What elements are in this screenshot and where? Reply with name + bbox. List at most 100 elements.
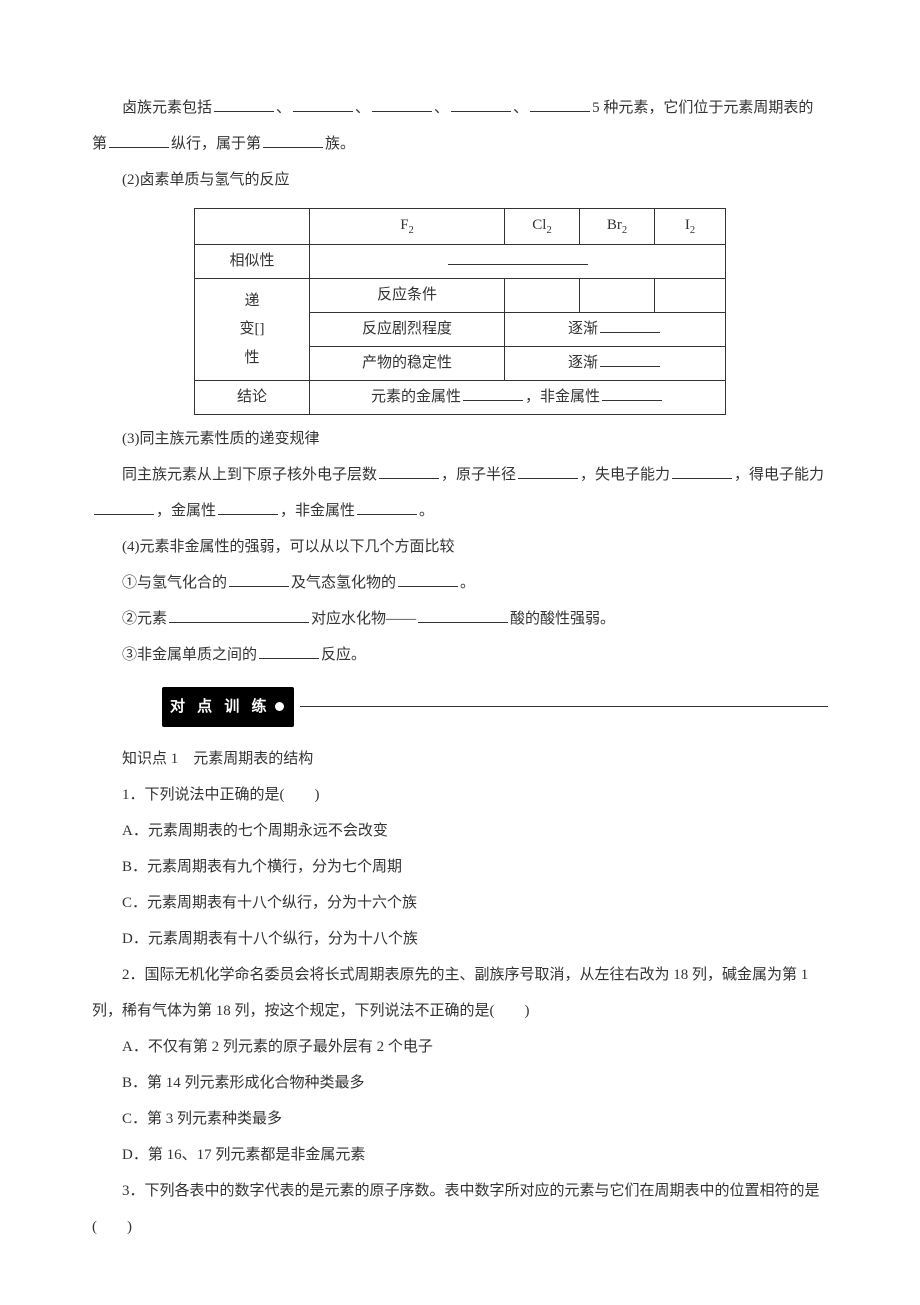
section-heading-row: 对 点 训 练: [162, 687, 828, 727]
text: 。: [419, 503, 434, 519]
text: 及气态氢化物的: [291, 575, 396, 591]
text: ，金属性: [156, 503, 216, 519]
paragraph-2-title: (2)卤素单质与氢气的反应: [92, 162, 828, 198]
paragraph-4-item2: ②元素 对应水化物—— 酸的酸性强弱。: [92, 601, 828, 637]
text: ，失电子能力: [580, 467, 670, 483]
text: C．元素周期表有十八个纵行，分为十六个族: [122, 895, 417, 911]
text: 。: [460, 575, 475, 591]
col-header: Br: [607, 217, 622, 233]
text: (3)同主族元素性质的递变规律: [122, 431, 320, 447]
table-row: 递变[]性 反应条件: [195, 278, 726, 312]
blank: [600, 318, 660, 333]
question-3: 3．下列各表中的数字代表的是元素的原子序数。表中数字所对应的元素与它们在周期表中…: [92, 1173, 828, 1245]
text: A．不仅有第 2 列元素的原子最外层有 2 个电子: [122, 1039, 433, 1055]
heading-divider-line: [300, 706, 828, 707]
text: ③非金属单质之间的: [122, 647, 257, 663]
question-2: 2．国际无机化学命名委员会将长式周期表原先的主、副族序号取消，从左往右改为 18…: [92, 957, 828, 1029]
row-header: 相似性: [229, 253, 274, 269]
cell: 元素的金属性: [371, 389, 461, 405]
col-header: Cl: [532, 217, 546, 233]
cell: 逐渐: [568, 355, 598, 371]
text: 酸的酸性强弱。: [510, 611, 615, 627]
text: 1．下列说法中正确的是( ): [122, 787, 320, 803]
text: (2)卤素单质与氢气的反应: [122, 172, 290, 188]
cell: 反应条件: [377, 287, 437, 303]
text: ，原子半径: [441, 467, 516, 483]
text: 族。: [325, 136, 355, 152]
blank: [109, 134, 169, 149]
text: 纵行，属于第: [171, 136, 261, 152]
blank: [263, 134, 323, 149]
table-row: 相似性: [195, 244, 726, 278]
blank: [169, 608, 309, 623]
text: C．第 3 列元素种类最多: [122, 1111, 282, 1127]
text: 同主族元素从上到下原子核外电子层数: [122, 467, 377, 483]
text: (4)元素非金属性的强弱，可以从以下几个方面比较: [122, 539, 455, 555]
blank: [602, 386, 662, 401]
text: B．第 14 列元素形成化合物种类最多: [122, 1075, 365, 1091]
paragraph-4-item3: ③非金属单质之间的 反应。: [92, 637, 828, 673]
question-2-option-d: D．第 16、17 列元素都是非金属元素: [92, 1137, 828, 1173]
table-row: F2 Cl2 Br2 I2: [195, 209, 726, 245]
blank: [94, 500, 154, 515]
question-1-option-d: D．元素周期表有十八个纵行，分为十八个族: [92, 921, 828, 957]
text: B．元素周期表有九个横行，分为七个周期: [122, 859, 402, 875]
paragraph-4-title: (4)元素非金属性的强弱，可以从以下几个方面比较: [92, 529, 828, 565]
question-1-option-c: C．元素周期表有十八个纵行，分为十六个族: [92, 885, 828, 921]
table-row: 结论 元素的金属性 ，非金属性: [195, 380, 726, 414]
blank: [463, 386, 523, 401]
blank: [379, 464, 439, 479]
cell: 反应剧烈程度: [362, 321, 452, 337]
text: 对应水化物——: [311, 611, 416, 627]
text: 、: [434, 100, 449, 116]
blank: [448, 250, 588, 265]
blank: [451, 98, 511, 113]
section-heading: 对 点 训 练: [162, 687, 294, 727]
question-1-option-a: A．元素周期表的七个周期永远不会改变: [92, 813, 828, 849]
blank: [372, 98, 432, 113]
blank: [357, 500, 417, 515]
blank: [229, 572, 289, 587]
text: ②元素: [122, 611, 167, 627]
text: 、: [276, 100, 291, 116]
heading-text: 对 点 训 练: [170, 698, 271, 715]
paragraph-4-item1: ①与氢气化合的 及气态氢化物的 。: [92, 565, 828, 601]
question-1: 1．下列说法中正确的是( ): [92, 777, 828, 813]
question-1-option-b: B．元素周期表有九个横行，分为七个周期: [92, 849, 828, 885]
blank: [518, 464, 578, 479]
paragraph-3-body: 同主族元素从上到下原子核外电子层数 ，原子半径 ，失电子能力 ，得电子能力 ，金属性 ，非…: [92, 457, 828, 529]
blank: [600, 352, 660, 367]
text: 、: [355, 100, 370, 116]
text: 卤族元素包括: [122, 100, 212, 116]
text: ，得电子能力: [734, 467, 824, 483]
blank: [259, 644, 319, 659]
question-2-option-a: A．不仅有第 2 列元素的原子最外层有 2 个电子: [92, 1029, 828, 1065]
document-page: 卤族元素包括、、、、5 种元素，它们位于元素周期表的第纵行，属于第族。 (2)卤…: [0, 0, 920, 1305]
question-2-option-b: B．第 14 列元素形成化合物种类最多: [92, 1065, 828, 1101]
text: ，非金属性: [280, 503, 355, 519]
blank: [293, 98, 353, 113]
text: 、: [513, 100, 528, 116]
blank: [218, 500, 278, 515]
text: 反应。: [321, 647, 366, 663]
cell: 逐渐: [568, 321, 598, 337]
halogen-reaction-table: F2 Cl2 Br2 I2 相似性 递变[]性 反应条件 反应剧烈程度 逐渐 产…: [194, 208, 726, 415]
knowledge-point-1: 知识点 1 元素周期表的结构: [92, 741, 828, 777]
text: 知识点 1 元素周期表的结构: [122, 751, 313, 767]
paragraph-halogen-intro: 卤族元素包括、、、、5 种元素，它们位于元素周期表的第纵行，属于第族。: [92, 90, 828, 162]
text: 3．下列各表中的数字代表的是元素的原子序数。表中数字所对应的元素与它们在周期表中…: [92, 1183, 820, 1235]
blank: [214, 98, 274, 113]
paragraph-3-title: (3)同主族元素性质的递变规律: [92, 421, 828, 457]
text: D．元素周期表有十八个纵行，分为十八个族: [122, 931, 418, 947]
text: ①与氢气化合的: [122, 575, 227, 591]
blank: [672, 464, 732, 479]
blank: [418, 608, 508, 623]
blank: [398, 572, 458, 587]
text: A．元素周期表的七个周期永远不会改变: [122, 823, 388, 839]
cell: 产物的稳定性: [362, 355, 452, 371]
cell: ，非金属性: [525, 389, 600, 405]
blank: [530, 98, 590, 113]
text: 2．国际无机化学命名委员会将长式周期表原先的主、副族序号取消，从左往右改为 18…: [92, 967, 808, 1019]
row-header: 结论: [237, 389, 267, 405]
col-header: F: [400, 217, 408, 233]
